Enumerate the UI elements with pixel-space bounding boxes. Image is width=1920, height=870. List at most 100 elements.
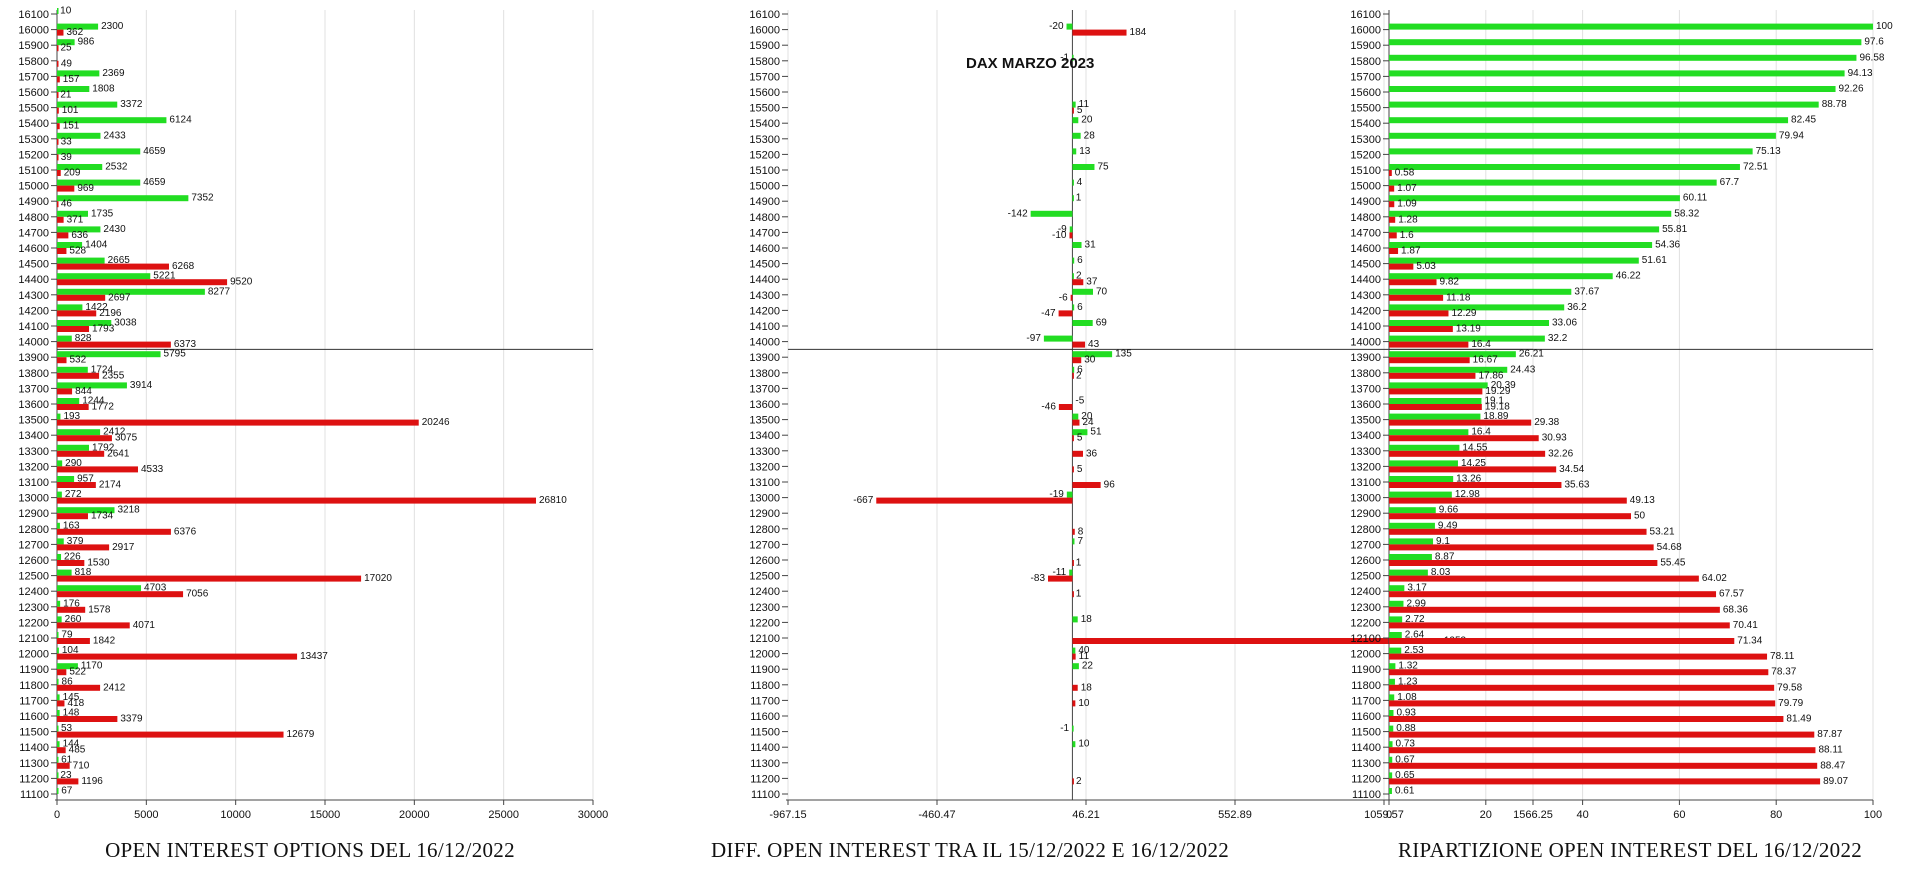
- call-bar: [1389, 70, 1845, 77]
- put-label: 29.38: [1534, 417, 1559, 428]
- call-label: 5795: [164, 349, 187, 360]
- put-label: 5.03: [1416, 261, 1436, 272]
- y-tick-label: 15100: [1350, 165, 1381, 177]
- y-tick-label: 11600: [750, 711, 780, 723]
- put-label: 2412: [103, 682, 126, 693]
- call-label: 8.03: [1431, 567, 1451, 578]
- y-tick-label: 12000: [749, 649, 780, 661]
- call-bar: [1389, 23, 1873, 30]
- put-label: 2917: [112, 542, 135, 553]
- call-label: 51: [1090, 427, 1102, 438]
- call-bar: [1072, 179, 1074, 186]
- put-bar: [1072, 419, 1080, 426]
- call-bar: [1389, 476, 1454, 482]
- x-tick-label: 20000: [399, 809, 430, 821]
- call-bar: [1389, 101, 1819, 108]
- call-bar: [1072, 148, 1077, 155]
- y-tick-label: 14400: [18, 274, 49, 286]
- call-bar: [57, 663, 78, 670]
- put-label: -83: [1031, 573, 1046, 584]
- y-tick-label: 15400: [749, 118, 780, 130]
- y-tick-label: 13500: [18, 415, 49, 427]
- call-label: 6124: [169, 115, 192, 126]
- put-bar: [1389, 466, 1557, 473]
- call-label: 828: [75, 333, 92, 344]
- call-bar: [1389, 54, 1857, 61]
- y-tick-label: 14300: [18, 290, 49, 302]
- call-bar: [1389, 538, 1434, 545]
- call-bar: [1389, 288, 1572, 295]
- call-label: 37.67: [1574, 286, 1599, 297]
- put-bar: [1389, 263, 1414, 270]
- put-label: 371: [67, 214, 84, 225]
- call-bar: [1072, 741, 1076, 748]
- y-tick-label: 14000: [18, 337, 49, 349]
- call-bar: [1072, 195, 1074, 202]
- call-label: -5: [1075, 396, 1084, 407]
- call-bar: [1072, 351, 1113, 358]
- y-tick-label: 13600: [18, 399, 49, 411]
- call-label: 986: [78, 37, 95, 48]
- call-bar: [57, 226, 101, 233]
- y-tick-label: 13200: [1350, 461, 1381, 473]
- put-label: 26810: [539, 495, 567, 506]
- put-bar: [57, 419, 419, 426]
- y-tick-label: 16100: [749, 9, 780, 21]
- put-label: 11.18: [1446, 292, 1471, 303]
- y-tick-label: 14700: [1350, 227, 1381, 239]
- call-bar: [57, 491, 62, 498]
- y-tick-label: 14000: [749, 337, 780, 349]
- put-label: 1: [1076, 558, 1082, 569]
- call-bar: [57, 288, 205, 295]
- call-bar: [57, 741, 60, 748]
- y-tick-label: 15200: [749, 149, 780, 161]
- call-label: 0.88: [1396, 723, 1416, 734]
- call-label: 2300: [101, 21, 124, 32]
- call-label: 70: [1096, 286, 1108, 297]
- put-bar: [57, 248, 67, 254]
- call-bar: [1389, 304, 1565, 311]
- y-tick-label: 14600: [1350, 243, 1381, 255]
- y-tick-label: 12900: [18, 508, 49, 520]
- put-bar: [57, 404, 89, 410]
- y-tick-label: 13200: [749, 461, 780, 473]
- y-tick-label: 13400: [18, 430, 49, 442]
- call-label: 1170: [81, 661, 103, 672]
- y-tick-label: 13800: [749, 368, 780, 380]
- call-bar: [57, 210, 88, 217]
- call-bar: [1389, 86, 1836, 92]
- put-bar: [57, 684, 101, 691]
- call-label: 2: [1076, 271, 1082, 282]
- put-label: -47: [1041, 308, 1056, 319]
- call-label: 61: [61, 754, 73, 765]
- call-bar: [57, 460, 63, 467]
- call-bar: [1389, 39, 1862, 46]
- y-tick-label: 15900: [1350, 40, 1381, 52]
- put-label: 485: [69, 745, 86, 756]
- call-label: 75.13: [1756, 146, 1781, 157]
- y-tick-label: 15000: [18, 181, 49, 193]
- y-tick-label: 14600: [749, 243, 780, 255]
- put-bar: [1072, 591, 1074, 598]
- put-bar: [57, 731, 284, 738]
- put-bar: [1072, 107, 1074, 114]
- y-tick-label: 15800: [749, 56, 780, 68]
- call-label: 97.6: [1864, 37, 1884, 48]
- call-bar: [1389, 429, 1469, 436]
- call-bar: [1389, 663, 1396, 670]
- call-label: 3.17: [1407, 583, 1427, 594]
- y-tick-label: 12600: [1350, 555, 1381, 567]
- put-bar: [57, 606, 86, 613]
- call-label: 72.51: [1743, 162, 1768, 173]
- call-label: 193: [63, 411, 80, 422]
- call-label: 22: [1082, 661, 1094, 672]
- call-label: 67.7: [1720, 177, 1740, 188]
- call-label: -11: [1052, 567, 1066, 578]
- y-tick-label: 13800: [1350, 368, 1381, 380]
- call-bar: [1043, 335, 1073, 342]
- put-bar: [57, 778, 79, 785]
- call-bar: [1389, 694, 1395, 701]
- put-bar: [57, 60, 59, 67]
- y-tick-label: 14300: [1350, 290, 1381, 302]
- put-label: 88.47: [1820, 760, 1845, 771]
